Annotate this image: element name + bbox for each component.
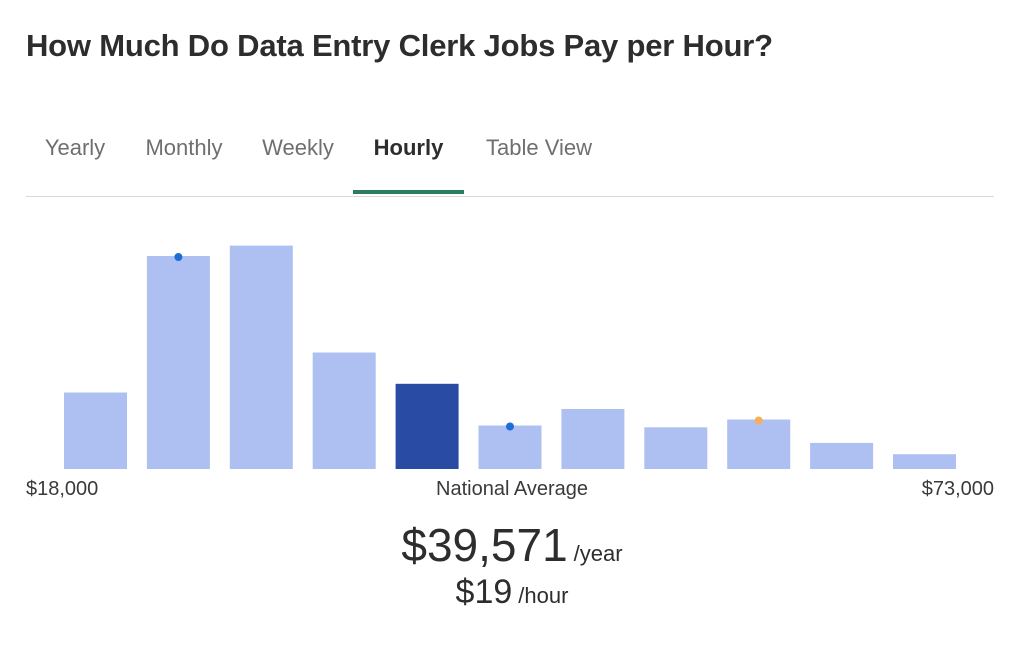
bar-8	[644, 427, 708, 469]
tab-yearly[interactable]: Yearly	[44, 135, 106, 160]
bar-5	[395, 383, 459, 469]
page-title: How Much Do Data Entry Clerk Jobs Pay pe…	[26, 28, 773, 63]
pay-period-tabs: Yearly Monthly Weekly Hourly Table View	[26, 118, 994, 197]
hourly-summary: $19/hour	[0, 573, 1024, 612]
bar-9	[727, 419, 791, 469]
bar-10	[810, 442, 874, 469]
tab-weekly[interactable]: Weekly	[262, 135, 334, 160]
bar-4	[312, 352, 376, 469]
bar-6	[478, 425, 542, 469]
hourly-value: $19	[455, 573, 513, 611]
bar-3	[229, 245, 293, 469]
bar-2	[146, 256, 210, 469]
salary-distribution-chart	[64, 245, 956, 469]
bar-11	[893, 454, 956, 469]
marker-1	[174, 253, 183, 261]
hourly-unit: /hour	[518, 583, 569, 608]
national-average-label: National Average	[436, 478, 588, 500]
tab-hourly[interactable]: Hourly	[353, 118, 464, 194]
x-max-label: $73,000	[921, 478, 994, 500]
bar-7	[561, 409, 625, 469]
x-min-label: $18,000	[26, 478, 99, 500]
yearly-unit: /year	[573, 541, 623, 566]
marker-2	[506, 422, 514, 431]
bar-1	[64, 392, 127, 469]
marker-3	[754, 416, 763, 425]
tab-monthly[interactable]: Monthly	[145, 135, 223, 160]
tab-table-view[interactable]: Table View	[486, 135, 592, 160]
yearly-value: $39,571	[401, 519, 568, 571]
yearly-summary: $39,571/year	[0, 518, 1024, 572]
